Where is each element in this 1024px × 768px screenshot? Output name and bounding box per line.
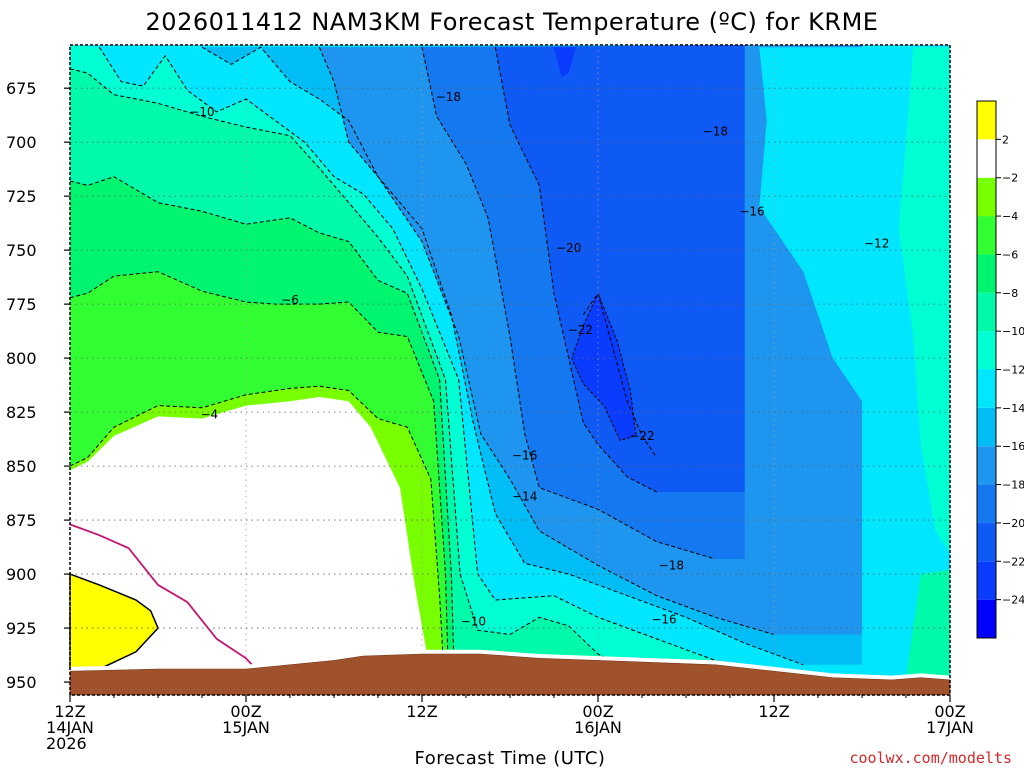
x-tick-label: 12Z [758,702,789,721]
colorbar-swatch [977,407,996,447]
x-tick-label: 17JAN [926,718,974,737]
contour-label: −18 [659,558,684,572]
band-right-minus10 [898,47,950,553]
plot-area: −10 −18 −18 −16 −12 −20 −6 −22 −4 −22 −16 −14 −18 −10… [69,44,951,696]
x-tick-label: 12Z [406,702,437,721]
colorbar-label: −8 [1002,287,1018,300]
isotherm-22 [582,292,658,458]
y-tick-label: 950 [6,673,37,692]
y-tick-label: 750 [6,241,37,260]
x-tick-label: 12Z [54,702,85,721]
y-tick-label: 675 [6,79,37,98]
colorbar-label: −18 [1002,479,1024,492]
y-tick-label: 775 [6,295,37,314]
y-tick-label: 900 [6,565,37,584]
credit-text: coolwx.com/modelts [849,749,1012,767]
colorbar-label: −20 [1002,517,1024,530]
colorbar-swatch [977,292,996,332]
isotherm-12 [98,46,775,677]
chart-title: 2026011412 NAM3KM Forecast Temperature (… [146,8,879,36]
colorbar-swatch [977,522,996,562]
x-tick-label: 00Z [582,702,613,721]
colorbar-label: −10 [1002,325,1024,338]
contour-label: −18 [436,90,461,104]
colorbar-swatch [977,561,996,600]
y-tick-label: 850 [6,457,37,476]
contour-label: −14 [512,489,537,503]
contour-label: −22 [568,323,593,337]
freezing-line [69,523,269,683]
colorbar-swatch [977,216,996,255]
colorbar-swatch [977,254,996,293]
colorbar-label: −4 [1002,210,1018,223]
colorbar-label: −24 [1002,594,1024,607]
colorbar-swatch [977,599,996,638]
contour-label: −18 [703,124,728,138]
contour-labels: −10 −18 −18 −16 −12 −20 −6 −22 −4 −22 −16 −14 −18 −10… [189,90,889,629]
contour-label: −12 [864,237,889,251]
colorbar-swatch [977,139,996,178]
isotherm-8 [69,176,455,676]
y-tick-label: 825 [6,403,37,422]
colorbar-label: −6 [1002,248,1018,261]
colorbar-label: −14 [1002,402,1024,415]
isotherm-14 [201,46,804,666]
band-near-freezing [70,397,431,676]
colorbar-swatch [977,101,996,140]
y-tick-label: 875 [6,511,37,530]
colorbar-label: 2 [1002,133,1009,146]
y-axis: 675 700 725 750 775 800 825 850 875 900 925 950 [6,79,70,692]
x-tick-label: 2026 [46,734,87,753]
colorbar-label: −12 [1002,364,1024,377]
colorbar-swatch [977,331,996,370]
contour-label: −16 [512,448,537,462]
band-right-minus8 [906,569,950,678]
contour-label: −10 [189,105,214,119]
contour-label: −16 [739,204,764,218]
contour-label: −20 [556,241,581,255]
isotherm-4 [69,385,445,676]
y-tick-label: 800 [6,349,37,368]
colorbar-label: −22 [1002,555,1024,568]
isotherm-20 [494,47,657,493]
isotherm-18 [421,47,716,560]
colorbar-swatch [977,369,996,408]
colorbar-swatch [977,484,996,523]
x-tick-label: 16JAN [574,718,622,737]
contour-label: −16 [651,612,676,626]
band-cold-20 [495,45,745,492]
contour-label: −10 [461,615,486,629]
y-tick-label: 700 [6,133,37,152]
isotherm-16 [318,47,775,635]
y-tick-label: 925 [6,619,37,638]
colorbar: −24−22−20−18−16−14−12−10−8−6−4−22 [976,100,1024,639]
isotherm-contours [69,46,804,683]
x-tick-label: 14JAN [46,718,94,737]
x-tick-label: 00Z [230,702,261,721]
colorbar-swatch [977,446,996,485]
colorbar-label: −16 [1002,440,1024,453]
band-top-minus22 [554,47,576,78]
contour-label: −4 [200,407,218,421]
x-axis-label: Forecast Time (UTC) [415,748,606,768]
y-tick-label: 725 [6,187,37,206]
contour-label: −6 [281,293,299,307]
band-core-minus22 [571,292,637,441]
isotherm-10 [69,68,657,683]
x-tick-label: 15JAN [222,718,270,737]
contour-label: −22 [629,429,654,443]
colorbar-swatch [977,177,996,217]
colorbar-label: −2 [1002,172,1018,185]
x-tick-label: 00Z [934,702,965,721]
